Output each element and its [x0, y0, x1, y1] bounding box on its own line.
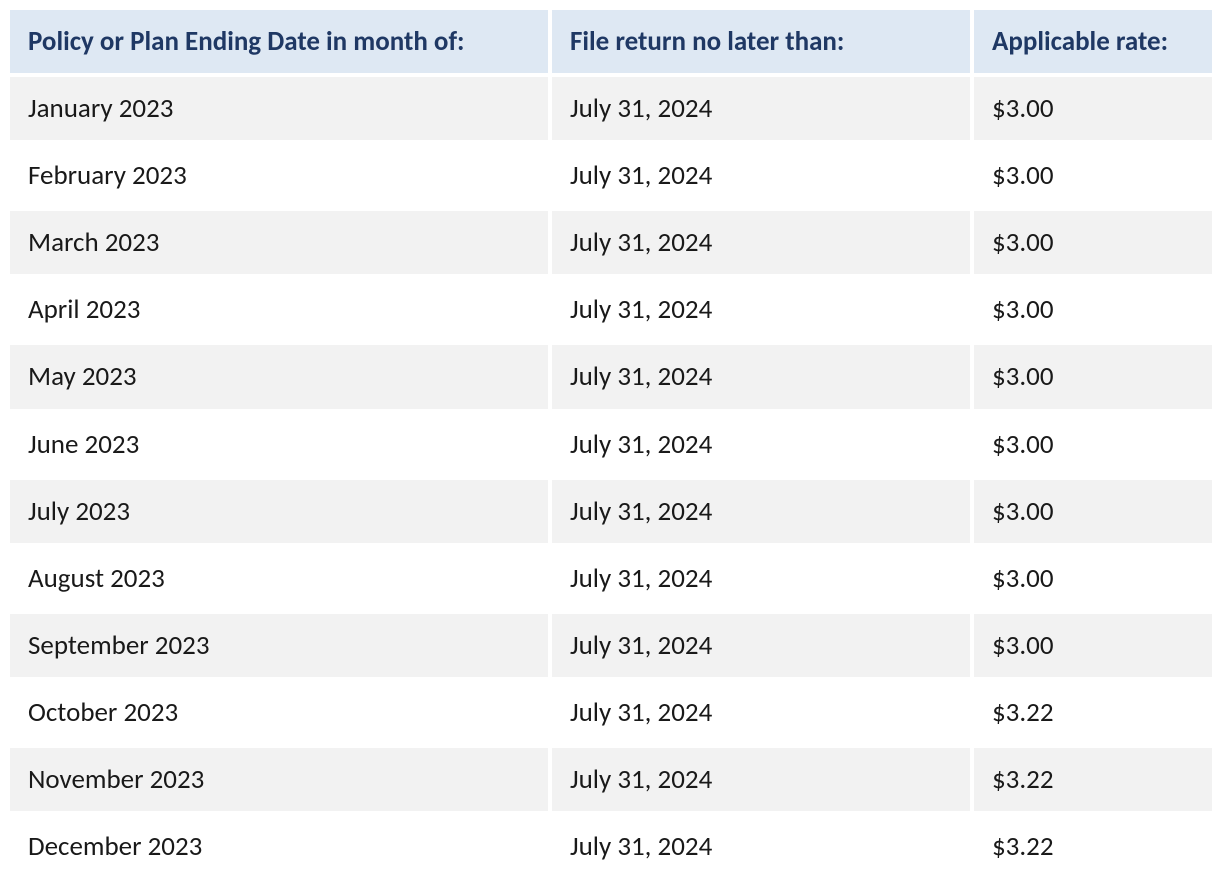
- cell-file-return: July 31, 2024: [550, 545, 972, 612]
- cell-policy-month: March 2023: [8, 209, 550, 276]
- cell-policy-month: February 2023: [8, 142, 550, 209]
- table-row: December 2023 July 31, 2024 $3.22: [8, 813, 1214, 880]
- cell-file-return: July 31, 2024: [550, 612, 972, 679]
- cell-file-return: July 31, 2024: [550, 411, 972, 478]
- cell-applicable-rate: $3.00: [972, 411, 1214, 478]
- cell-policy-month: July 2023: [8, 478, 550, 545]
- table-row: February 2023 July 31, 2024 $3.00: [8, 142, 1214, 209]
- cell-file-return: July 31, 2024: [550, 813, 972, 880]
- cell-policy-month: April 2023: [8, 276, 550, 343]
- table-row: July 2023 July 31, 2024 $3.00: [8, 478, 1214, 545]
- table-row: March 2023 July 31, 2024 $3.00: [8, 209, 1214, 276]
- col-header-policy-month: Policy or Plan Ending Date in month of:: [8, 8, 550, 75]
- table-row: January 2023 July 31, 2024 $3.00: [8, 75, 1214, 142]
- cell-file-return: July 31, 2024: [550, 75, 972, 142]
- cell-policy-month: August 2023: [8, 545, 550, 612]
- cell-policy-month: November 2023: [8, 746, 550, 813]
- table-header: Policy or Plan Ending Date in month of: …: [8, 8, 1214, 75]
- cell-applicable-rate: $3.00: [972, 612, 1214, 679]
- cell-applicable-rate: $3.00: [972, 276, 1214, 343]
- table-row: September 2023 July 31, 2024 $3.00: [8, 612, 1214, 679]
- table-body: January 2023 July 31, 2024 $3.00 Februar…: [8, 75, 1214, 880]
- cell-applicable-rate: $3.22: [972, 746, 1214, 813]
- cell-applicable-rate: $3.22: [972, 679, 1214, 746]
- cell-file-return: July 31, 2024: [550, 142, 972, 209]
- cell-file-return: July 31, 2024: [550, 746, 972, 813]
- cell-policy-month: September 2023: [8, 612, 550, 679]
- table-row: October 2023 July 31, 2024 $3.22: [8, 679, 1214, 746]
- cell-file-return: July 31, 2024: [550, 343, 972, 410]
- cell-applicable-rate: $3.00: [972, 545, 1214, 612]
- cell-policy-month: December 2023: [8, 813, 550, 880]
- cell-policy-month: June 2023: [8, 411, 550, 478]
- cell-file-return: July 31, 2024: [550, 478, 972, 545]
- cell-file-return: July 31, 2024: [550, 679, 972, 746]
- table-header-row: Policy or Plan Ending Date in month of: …: [8, 8, 1214, 75]
- cell-policy-month: May 2023: [8, 343, 550, 410]
- cell-file-return: July 31, 2024: [550, 276, 972, 343]
- cell-file-return: July 31, 2024: [550, 209, 972, 276]
- cell-applicable-rate: $3.00: [972, 142, 1214, 209]
- table-row: April 2023 July 31, 2024 $3.00: [8, 276, 1214, 343]
- cell-applicable-rate: $3.00: [972, 343, 1214, 410]
- cell-applicable-rate: $3.22: [972, 813, 1214, 880]
- table-row: June 2023 July 31, 2024 $3.00: [8, 411, 1214, 478]
- table-row: November 2023 July 31, 2024 $3.22: [8, 746, 1214, 813]
- col-header-file-return: File return no later than:: [550, 8, 972, 75]
- col-header-applicable-rate: Applicable rate:: [972, 8, 1214, 75]
- table-row: May 2023 July 31, 2024 $3.00: [8, 343, 1214, 410]
- policy-rate-table: Policy or Plan Ending Date in month of: …: [8, 8, 1214, 880]
- cell-policy-month: January 2023: [8, 75, 550, 142]
- table-row: August 2023 July 31, 2024 $3.00: [8, 545, 1214, 612]
- cell-policy-month: October 2023: [8, 679, 550, 746]
- cell-applicable-rate: $3.00: [972, 478, 1214, 545]
- cell-applicable-rate: $3.00: [972, 209, 1214, 276]
- cell-applicable-rate: $3.00: [972, 75, 1214, 142]
